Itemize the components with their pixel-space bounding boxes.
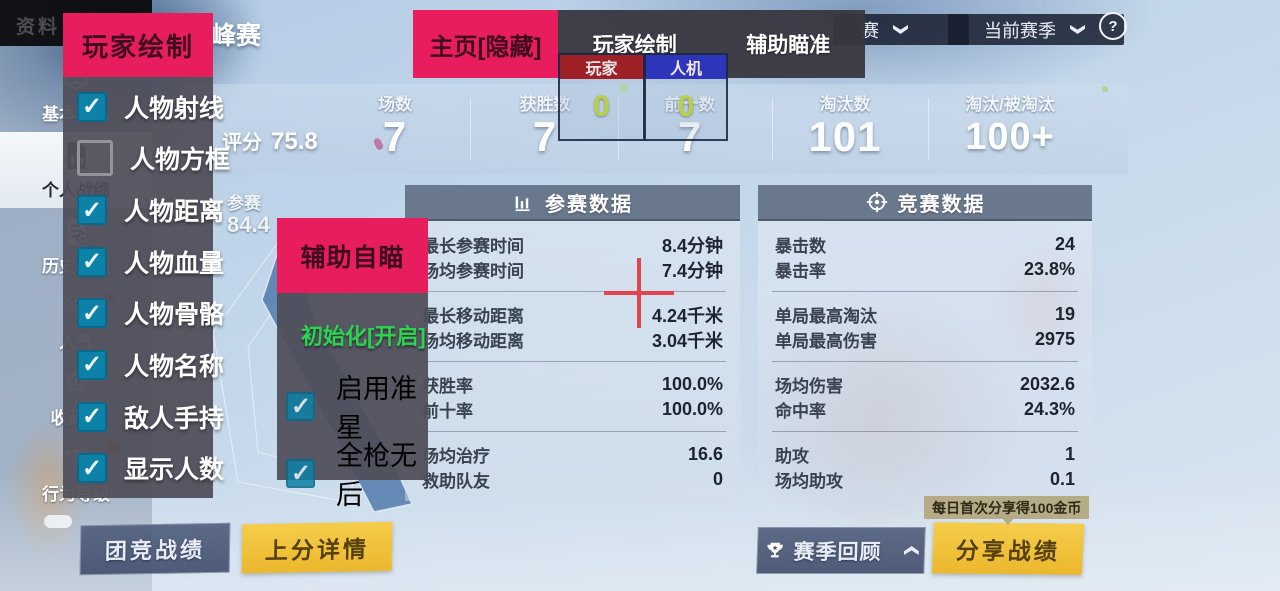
checkbox[interactable] [77,91,107,122]
competition-panel-body: 暴击数 24 暴击率 23.8% 单局最高淘汰 19 单局最高伤害 2975 场均伤害 2… [758,221,1092,501]
stats-bar [181,84,1128,174]
season-review-button[interactable]: 赛季回顾 [756,527,926,574]
aim-panel-header[interactable]: 辅助自瞄 [277,218,428,293]
stat-top10: 前十数 7 [664,95,716,160]
checkbox[interactable] [77,401,107,432]
participation-data-panel: 参赛数据 最长参赛时间 8.4分钟 场均参赛时间 7.4分钟 最长移动距离 4.24千… [405,185,740,501]
stat-divider [928,98,929,160]
radar-axis-label: 参赛 84.4 [227,194,270,237]
crosshair-vertical [637,258,641,328]
checkbox[interactable] [77,349,107,380]
rating-value: 75.8 [271,128,318,155]
trophy-icon [766,542,783,557]
stat-matches: 场数 7 [378,95,412,160]
aim-option-crosshair[interactable]: 启用准星 [277,367,428,445]
confetti-dot [620,84,628,92]
player-counter[interactable]: 玩家 0 [558,53,645,141]
hack-tab-aim[interactable]: 辅助瞄准 [746,34,831,57]
participation-panel-header: 参赛数据 [405,185,740,221]
stat-divider [470,98,471,160]
competition-data-panel: 竞赛数据 暴击数 24 暴击率 23.8% 单局最高淘汰 19 单局最高伤害 2975 … [758,185,1092,501]
tooltip-pointer [1002,518,1014,531]
competition-panel-title: 竞赛数据 [897,193,986,216]
share-reward-tooltip: 每日首次分享得100金币 [924,496,1090,519]
stat-eliminations: 淘汰数 101 [808,95,882,160]
profile-title: 资料 [16,17,61,38]
stat-divider [772,98,773,160]
target-icon [866,191,887,213]
bot-counter-label: 人机 [646,55,726,79]
draw-panel-header[interactable]: 玩家绘制 [63,13,213,77]
participation-panel-body: 最长参赛时间 8.4分钟 场均参赛时间 7.4分钟 最长移动距离 4.24千米 场均移… [405,221,740,501]
checkbox[interactable] [77,246,107,277]
checkbox[interactable] [77,195,107,226]
draw-option-name[interactable]: 人物名称 [63,347,224,383]
draw-option-enemy-weapon[interactable]: 敌人手持 [63,399,224,435]
stat-wins: 获胜数 7 [519,95,571,160]
draw-option-ray[interactable]: 人物射线 [63,89,224,125]
draw-option-skeleton[interactable]: 人物骨骼 [63,295,224,331]
hack-home-hide-button[interactable]: 主页[隐藏] [413,10,558,78]
aim-option-no-recoil[interactable]: 全枪无后 [277,434,428,512]
stat-kd: 淘汰/被淘汰 100+ [965,95,1055,158]
chevron-up-icon [903,546,918,555]
row-divider [772,361,1078,362]
checkbox[interactable] [77,298,107,329]
aim-panel-body: 初始化[开启] 启用准星 全枪无后 [277,293,428,510]
participation-panel-title: 参赛数据 [545,193,633,216]
player-counter-value: 0 [593,90,610,123]
draw-option-box[interactable]: 人物方框 [63,140,230,177]
draw-option-distance[interactable]: 人物距离 [63,192,224,228]
help-icon[interactable]: ? [1099,12,1127,40]
team-record-button[interactable]: 团竞战绩 [79,522,231,576]
draw-option-health[interactable]: 人物血量 [63,244,224,280]
current-season-label: 当前赛季 [984,20,1056,41]
row-divider [772,431,1078,432]
aim-init-status[interactable]: 初始化[开启] [301,324,426,349]
sidebar-scroll-pill [44,515,72,528]
stat-divider [618,98,619,160]
checkbox[interactable] [286,458,316,489]
bar-chart-icon [515,196,530,212]
competition-panel-header: 竞赛数据 [758,185,1092,221]
bot-counter[interactable]: 人机 0 [644,53,728,141]
row-divider [419,291,726,292]
rating-label: 评分 [222,132,262,154]
row-divider [419,361,726,362]
confetti-dot [1102,86,1108,92]
checkbox[interactable] [77,453,107,484]
row-divider [419,431,726,432]
chevron-down-icon [893,25,908,34]
bot-counter-value: 0 [677,90,695,123]
rank-detail-button[interactable]: 上分详情 [241,521,393,574]
checkbox[interactable] [77,140,113,177]
page-title-fragment: 峰赛 [211,22,262,50]
row-divider [772,291,1078,292]
draw-option-player-count[interactable]: 显示人数 [63,450,224,486]
current-season-dropdown[interactable]: 当前赛季 [948,14,1124,45]
rating-score: 评分 75.8 [222,126,318,156]
checkbox[interactable] [286,391,316,422]
player-counter-label: 玩家 [560,55,643,79]
chevron-down-icon [1070,25,1085,34]
draw-panel-body: 人物射线 人物方框 人物距离 人物血量 人物骨骼 人物名称 敌人手持 显示人数 [63,77,230,498]
